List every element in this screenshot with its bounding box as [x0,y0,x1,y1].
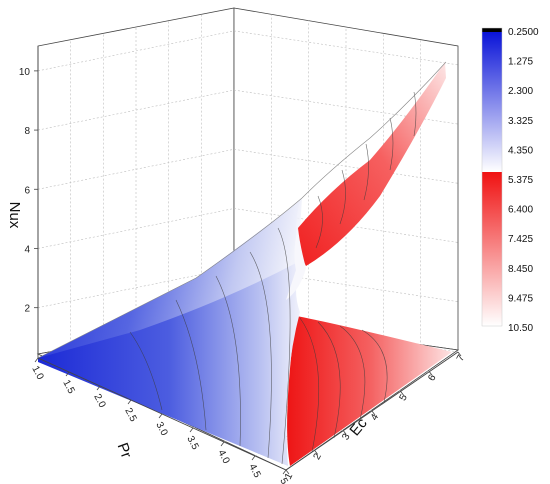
colorbar-label: 5.375 [508,175,533,186]
y-tick-label: 4 [369,412,382,422]
contour-line [129,331,163,411]
surface-red-sheet [297,62,446,266]
colorbar-label: 8.450 [508,264,533,275]
wall-gridlines [37,14,459,352]
z-tick-label: 4 [24,244,30,255]
z-tick-label: 6 [24,185,30,196]
y-tick-mark [285,469,290,475]
x-tick-label: 1.0 [29,364,45,382]
surface-blue-top-sheet [38,198,302,358]
contour-line [317,321,341,439]
x-tick-mark [251,455,256,461]
x-tick-mark [65,371,70,377]
contour-line [361,329,388,403]
colorbar-label: 3.325 [508,116,533,127]
y-tick-label: 6 [426,373,439,383]
x-tick-label: 4.0 [215,448,231,466]
contour-line [249,251,272,459]
y-tick-mark [314,450,318,455]
y-tick-label: 3 [340,432,353,442]
z-axis-title: Nux [6,202,23,229]
colorbar-red-segment [482,172,502,326]
z-tick-label: 10 [19,67,31,78]
x-tick-mark [127,399,132,405]
y-tick-mark [343,430,347,435]
x-tick-label: 1.5 [60,378,76,396]
colorbar-label: 10.50 [508,323,533,334]
x-tick-label: 5.0 [277,476,293,484]
x-tick-mark [158,413,163,419]
x-tick-label: 4.5 [246,462,262,480]
colorbar-top-swatch [482,28,502,32]
y-tick-label: 7 [455,353,468,363]
contour-line [389,117,394,171]
surface-white-fold [286,228,306,300]
x-tick-label: 2.0 [91,392,107,410]
x-tick-label: 3.5 [184,434,200,452]
colorbar: 0.2500 1.275 2.300 3.325 4.350 5.375 6.400 7.42… [481,27,539,334]
colorbar-label: 6.400 [508,205,533,216]
x-tick-mark [282,469,287,475]
y-tick-label: 1 [283,471,296,481]
colorbar-label: 7.425 [508,234,533,245]
z-tick-label: 2 [24,304,30,315]
contour-line [363,143,369,201]
x-tick-mark [189,427,194,433]
contour-lines [129,91,417,465]
contour-line [175,299,207,431]
y-tick-mark [457,351,462,357]
x-axis-title: Pr [114,441,135,461]
contour-line [299,317,319,453]
colorbar-label: 9.475 [508,293,533,304]
colorbar-frame [481,27,503,327]
x-tick-label: 3.0 [153,420,169,438]
colorbar-label: 0.2500 [508,27,539,38]
z-tick-label: 8 [24,126,30,137]
y-axis-ticks: 1 2 3 4 5 6 7 [283,351,468,481]
colorbar-label: 4.350 [508,145,533,156]
colorbar-label: 2.300 [508,86,533,97]
surface [37,61,452,466]
x-tick-mark [34,357,39,363]
x-axis-ticks: 1.0 1.5 2.0 2.5 3.0 3.5 4.0 4.5 5.0 [29,357,294,484]
colorbar-labels: 0.2500 1.275 2.300 3.325 4.350 5.375 6.400 7.42… [508,27,539,334]
colorbar-label: 1.275 [508,57,533,68]
surface-red-base [287,316,452,466]
z-axis-ticks: 2 4 6 8 10 [19,67,38,315]
contour-line [315,195,323,249]
surface-edge [37,61,447,359]
y-tick-mark [371,410,376,416]
y-tick-mark [400,391,404,396]
contour-line [339,325,366,421]
contour-line [215,275,241,447]
y-tick-label: 5 [398,392,411,402]
contour-line [277,227,291,465]
y-tick-label: 2 [312,451,325,461]
contour-line [339,169,346,225]
colorbar-blue-segment [482,32,502,172]
x-tick-label: 2.5 [122,406,138,424]
x-tick-mark [220,441,225,447]
y-tick-mark [429,371,433,376]
x-tick-mark [96,385,101,391]
